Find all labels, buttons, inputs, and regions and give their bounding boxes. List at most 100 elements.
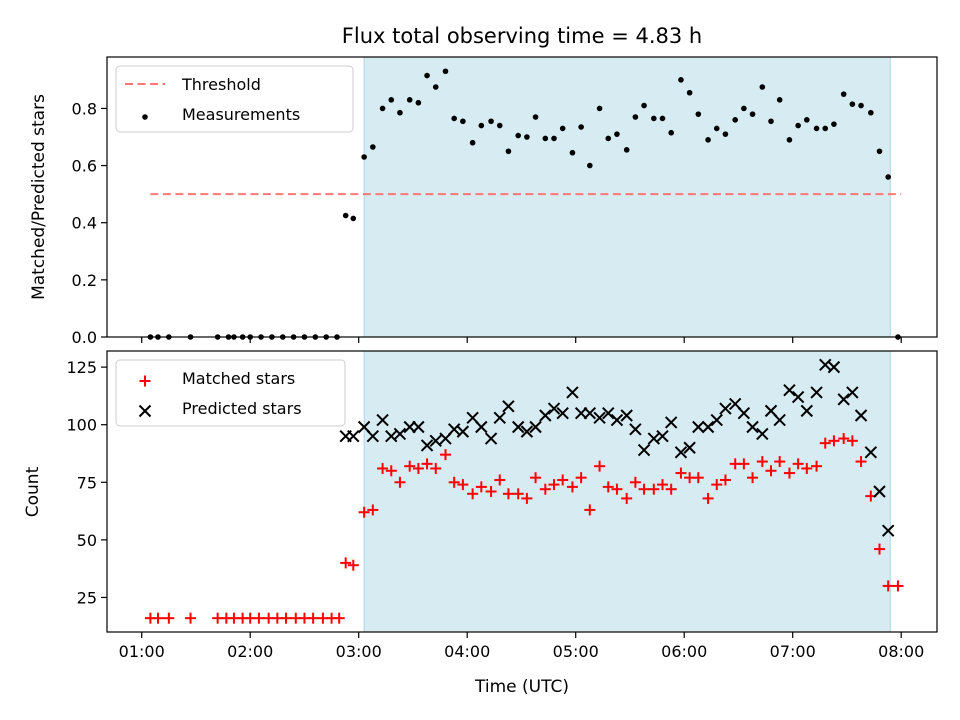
data-point [675, 467, 687, 479]
data-point [350, 215, 357, 222]
data-point [719, 474, 731, 486]
data-point [683, 441, 696, 454]
data-point [475, 481, 487, 493]
data-point [548, 479, 560, 491]
data-point [876, 148, 883, 155]
data-point [827, 360, 841, 374]
data-point [547, 402, 561, 415]
x-tick-label: 07:00 [770, 642, 816, 661]
data-point [828, 435, 840, 447]
data-point [602, 406, 615, 420]
data-point [783, 383, 796, 397]
data-point [738, 458, 750, 470]
legend: Matched stars Predicted stars [115, 359, 346, 427]
x-tick-label: 08:00 [878, 642, 924, 661]
data-point [705, 137, 711, 143]
data-point [377, 462, 389, 474]
y-tick-label: 50 [77, 531, 97, 550]
data-point [442, 68, 449, 75]
data-point [664, 416, 678, 429]
data-point [457, 479, 469, 491]
data-point [515, 132, 522, 139]
data-point [641, 102, 647, 109]
data-point [469, 139, 476, 146]
y-tick-label: 100 [66, 416, 97, 435]
data-point [385, 465, 397, 477]
data-point [620, 409, 633, 422]
data-point [333, 612, 345, 624]
data-point [849, 101, 856, 107]
data-point [657, 479, 669, 491]
data-point [873, 485, 886, 498]
data-point [361, 154, 367, 160]
data-point [376, 413, 389, 427]
data-point [813, 125, 820, 132]
y-tick-label: 0.4 [72, 214, 97, 233]
data-point [542, 135, 549, 142]
data-point [811, 460, 823, 472]
plot-frame [106, 350, 938, 633]
x-tick-label: 03:00 [336, 642, 382, 661]
data-point [366, 430, 380, 443]
data-point [478, 122, 485, 129]
data-point [569, 149, 576, 156]
data-point [701, 420, 715, 434]
observing-window-shade [364, 351, 891, 632]
data-point [152, 612, 164, 624]
legend-marker-predicted [138, 404, 152, 418]
plot-frame [106, 56, 938, 338]
data-point [448, 476, 460, 488]
data-point [711, 479, 723, 491]
data-point [659, 115, 666, 122]
data-point [846, 435, 858, 447]
data-point [575, 472, 587, 484]
data-point [578, 124, 584, 130]
data-point [280, 612, 292, 624]
data-point [511, 420, 525, 434]
data-point [855, 456, 867, 468]
y-tick-label: 0.2 [72, 271, 97, 290]
data-point [746, 420, 759, 434]
data-point [614, 131, 620, 137]
x-tick-label: 01:00 [119, 642, 165, 661]
data-point [488, 118, 494, 125]
y-tick-label: 0.6 [72, 157, 97, 176]
data-point [475, 420, 488, 434]
data-point [388, 97, 395, 103]
x-tick-label: 05:00 [553, 642, 599, 661]
data-point [773, 413, 786, 427]
y-tick-label: 0.8 [72, 99, 97, 118]
data-point [759, 84, 766, 90]
data-point [393, 427, 407, 441]
data-point [451, 115, 457, 122]
data-point [732, 117, 738, 123]
data-point [529, 420, 542, 434]
data-point [163, 612, 175, 624]
data-point [532, 114, 539, 120]
data-point [440, 449, 452, 461]
data-point [710, 413, 723, 427]
data-point [674, 446, 688, 459]
data-point [722, 131, 729, 137]
legend-label: Matched stars [182, 369, 295, 388]
data-point [819, 437, 831, 449]
data-point [584, 504, 596, 516]
data-point [496, 122, 503, 129]
data-point [611, 483, 623, 495]
data-point [804, 117, 810, 123]
data-point [587, 162, 593, 169]
top-y-axis-label: Matched/Predicted stars [29, 94, 49, 300]
data-point [524, 134, 530, 140]
legend: Threshold Measurements [115, 65, 354, 133]
data-point [347, 430, 360, 443]
data-point [768, 118, 774, 125]
data-point [795, 122, 801, 129]
legend-label: Measurements [182, 105, 300, 124]
data-point [858, 102, 864, 109]
data-point [637, 443, 651, 457]
data-point [868, 109, 874, 116]
data-point [485, 486, 497, 497]
data-point [185, 612, 197, 624]
data-point [602, 481, 614, 493]
